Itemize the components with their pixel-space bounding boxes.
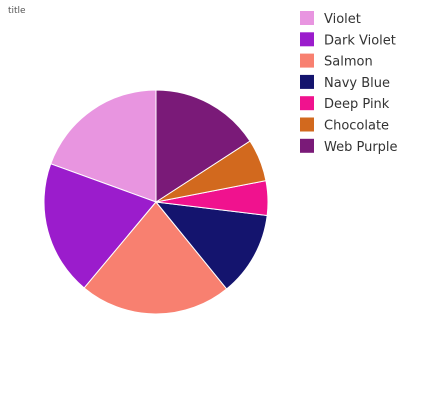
- legend-swatch-web-purple: [300, 138, 314, 153]
- legend-label-dark-violet: Dark Violet: [324, 33, 396, 48]
- pie-slices: [43, 89, 269, 315]
- chart-title: title: [8, 6, 26, 16]
- legend-swatch-chocolate: [300, 117, 314, 132]
- legend-swatch-navy-blue: [300, 74, 314, 89]
- pie-slice-violet: [50, 89, 157, 203]
- legend-swatch-deep-pink: [300, 96, 314, 111]
- legend-swatch-dark-violet: [300, 32, 314, 47]
- legend-label-web-purple: Web Purple: [324, 140, 398, 155]
- pie-slice-navy-blue: [154, 201, 268, 290]
- legend-label-chocolate: Chocolate: [324, 119, 389, 134]
- legend-label-deep-pink: Deep Pink: [324, 97, 390, 112]
- pie-slice-web-purple: [155, 89, 251, 203]
- legend-swatch-violet: [300, 11, 314, 25]
- legend-swatch-salmon: [300, 53, 314, 68]
- legend-label-violet: Violet: [324, 12, 361, 27]
- legend-label-salmon: Salmon: [324, 55, 373, 70]
- legend-label-navy-blue: Navy Blue: [324, 76, 390, 91]
- legend: Violet Dark Violet Salmon Navy Blue Deep Pin…: [300, 11, 398, 155]
- pie-slice-salmon: [83, 201, 228, 315]
- pie-slice-dark-violet: [43, 163, 157, 289]
